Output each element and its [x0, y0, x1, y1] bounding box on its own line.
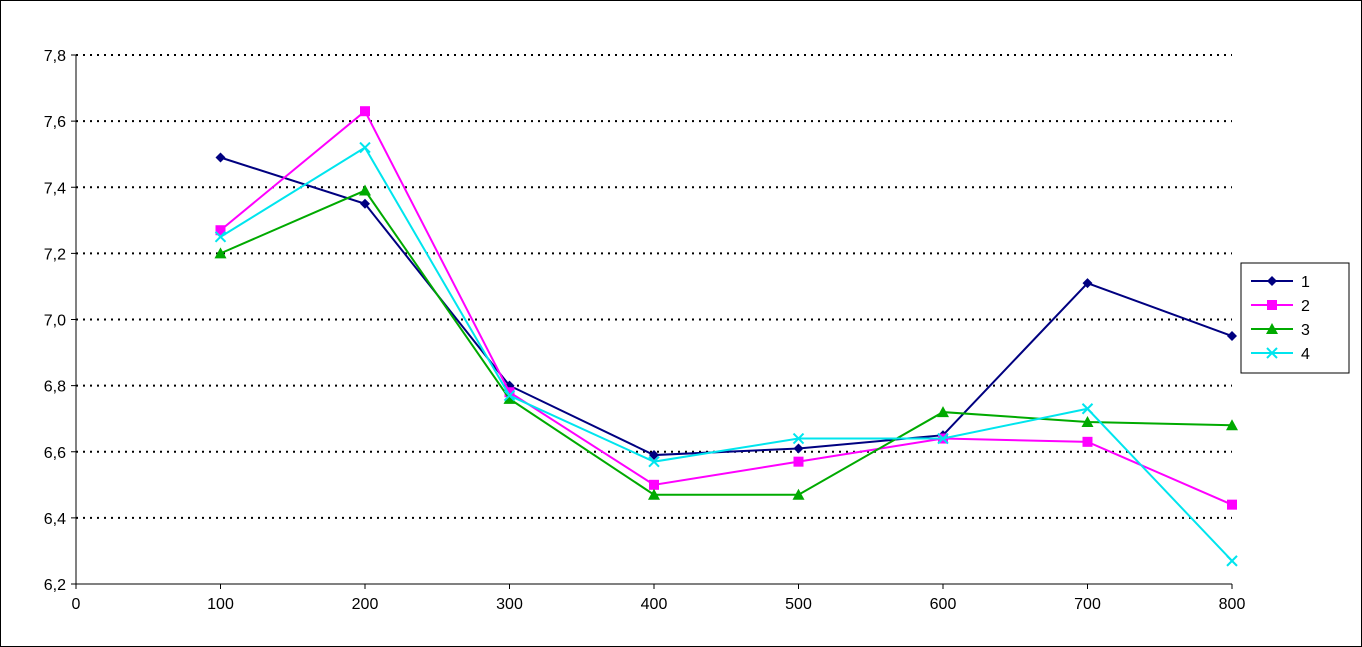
data-point [937, 406, 949, 418]
data-point [792, 488, 805, 500]
data-point [937, 432, 949, 445]
data-point [1081, 415, 1094, 427]
series-line [219, 146, 1233, 562]
data-point [792, 432, 805, 445]
data-point [215, 152, 226, 163]
data-point [360, 106, 370, 117]
legend-label: 4 [1301, 346, 1310, 363]
series-line [219, 109, 1233, 506]
data-point [1227, 499, 1237, 510]
y-tick-label: 7,2 [44, 246, 66, 263]
data-point [1082, 436, 1093, 447]
data-point [1267, 276, 1277, 286]
x-tick-label: 500 [785, 596, 812, 613]
data-point [504, 387, 515, 398]
legend-item: 3 [1251, 322, 1310, 339]
data-point [793, 456, 804, 467]
series-3 [214, 184, 1238, 500]
data-point [1266, 347, 1278, 359]
data-point [1227, 331, 1237, 342]
y-tick-label: 7,4 [44, 180, 66, 197]
data-point [360, 198, 370, 209]
data-point [649, 450, 659, 461]
data-point [648, 488, 660, 500]
data-point [1267, 300, 1277, 310]
data-point [215, 225, 226, 236]
x-tick-label: 0 [72, 596, 81, 613]
legend-item: 4 [1251, 346, 1310, 363]
y-tick-label: 7,0 [44, 313, 66, 330]
data-point [503, 392, 516, 404]
x-tick-label: 600 [930, 596, 957, 613]
data-point [649, 479, 659, 490]
gridlines [76, 54, 1232, 519]
y-tick-label: 6,4 [44, 511, 66, 528]
data-point [359, 141, 371, 154]
legend-label: 3 [1301, 322, 1310, 339]
y-tick-label: 7,8 [44, 48, 66, 65]
legend-box [1240, 262, 1350, 374]
x-tick-label: 100 [207, 596, 234, 613]
legend: 1 2 3 4 [1240, 262, 1350, 374]
legend-item: 1 [1251, 274, 1310, 291]
data-point [648, 455, 660, 468]
y-tick-label: 6,2 [44, 577, 66, 594]
legend-label: 1 [1301, 274, 1310, 291]
legend-label: 2 [1301, 298, 1310, 315]
data-point [214, 231, 227, 243]
data-point [503, 389, 516, 402]
y-tick-label: 6,8 [44, 379, 66, 396]
legend-item: 2 [1251, 298, 1310, 315]
data-point [793, 443, 804, 454]
data-point [1226, 419, 1238, 431]
x-tick-label: 400 [641, 596, 668, 613]
y-tick-label: 6,6 [44, 445, 66, 462]
series-line [220, 156, 1233, 457]
data-point [1082, 278, 1093, 289]
data-point [1226, 555, 1238, 567]
data-point [1081, 403, 1094, 415]
x-tick-label: 700 [1074, 596, 1101, 613]
y-tick-label: 7,6 [44, 114, 66, 131]
series-4 [214, 141, 1238, 567]
series-1 [215, 152, 1237, 461]
axes: 6,2 6,4 6,6 6,8 7,0 7,2 7,4 7,6 7,8 0 100 200 300 400… [44, 48, 1246, 613]
data-point [1266, 323, 1278, 334]
series-line [220, 189, 1233, 496]
x-tick-label: 300 [496, 596, 523, 613]
data-point [214, 247, 227, 259]
series-lines [214, 106, 1238, 567]
x-tick-label: 800 [1219, 596, 1246, 613]
x-tick-label: 200 [352, 596, 379, 613]
data-point [359, 184, 371, 196]
